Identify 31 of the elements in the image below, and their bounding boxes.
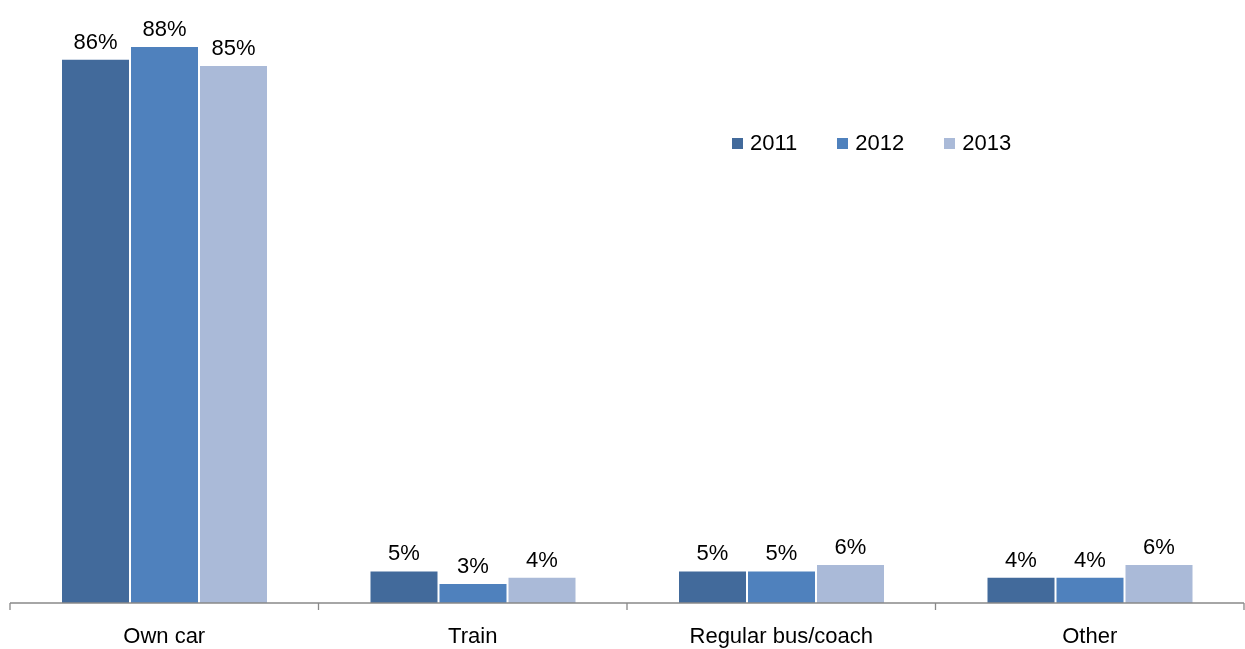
data-label: 86% <box>73 28 118 54</box>
data-label: 4% <box>1074 546 1106 572</box>
bar <box>62 59 129 603</box>
x-tick-label: Regular bus/coach <box>689 623 873 648</box>
bar <box>817 565 884 603</box>
bar <box>987 577 1055 603</box>
data-label: 5% <box>388 540 420 566</box>
x-tick-label: Train <box>448 623 498 648</box>
data-label: 88% <box>142 16 187 41</box>
x-tick-label: Other <box>1062 623 1118 648</box>
x-tick-label: Own car <box>123 623 206 648</box>
bar <box>508 577 576 603</box>
data-label: 6% <box>834 534 867 560</box>
bar <box>1056 577 1124 603</box>
bar <box>1125 565 1193 603</box>
legend-label: 2012 <box>855 130 905 156</box>
bar <box>439 584 507 603</box>
data-label: 5% <box>696 540 729 566</box>
data-label: 6% <box>1143 534 1175 560</box>
data-label: 5% <box>765 540 798 566</box>
bar <box>131 47 198 603</box>
data-label: 3% <box>457 553 489 579</box>
bar <box>200 65 267 603</box>
legend-label: 2013 <box>962 130 1012 156</box>
data-label: 85% <box>211 34 256 60</box>
data-label: 4% <box>1005 546 1037 572</box>
data-label: 4% <box>526 546 558 572</box>
bar <box>748 571 815 603</box>
bar <box>370 571 438 603</box>
bar <box>679 571 746 603</box>
legend-label: 2011 <box>750 130 798 156</box>
